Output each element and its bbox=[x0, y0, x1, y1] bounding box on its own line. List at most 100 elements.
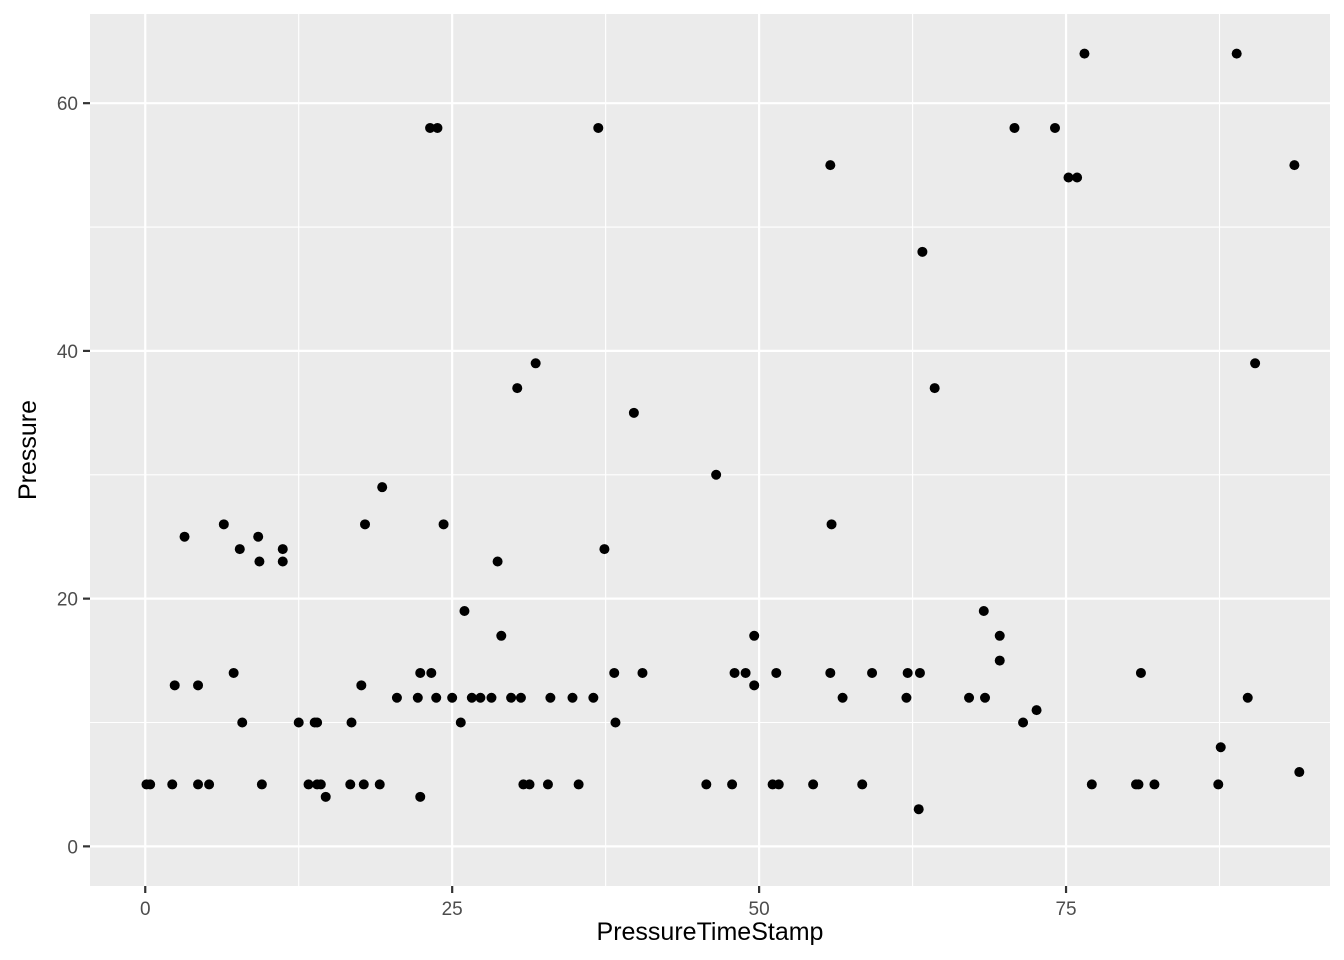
data-point bbox=[346, 717, 357, 728]
data-point bbox=[609, 667, 620, 678]
x-tick-label: 75 bbox=[1055, 899, 1076, 920]
data-point bbox=[293, 717, 304, 728]
data-point bbox=[1215, 742, 1226, 753]
x-tick-label: 50 bbox=[749, 899, 770, 920]
data-point bbox=[466, 692, 477, 703]
data-point bbox=[228, 667, 239, 678]
data-point bbox=[1018, 717, 1029, 728]
data-point bbox=[964, 692, 975, 703]
data-point bbox=[179, 531, 190, 542]
data-point bbox=[345, 779, 356, 790]
data-point bbox=[826, 519, 837, 530]
data-point bbox=[729, 667, 740, 678]
data-point bbox=[447, 692, 458, 703]
data-point bbox=[432, 122, 443, 133]
data-point bbox=[1049, 122, 1060, 133]
data-point bbox=[524, 779, 535, 790]
data-point bbox=[459, 606, 470, 617]
data-point bbox=[360, 519, 371, 530]
data-point bbox=[567, 692, 578, 703]
data-point bbox=[1231, 48, 1242, 59]
x-tick-label: 0 bbox=[140, 899, 151, 920]
data-point bbox=[980, 692, 991, 703]
data-point bbox=[256, 779, 267, 790]
data-point bbox=[515, 692, 526, 703]
data-point bbox=[277, 556, 288, 567]
data-point bbox=[415, 667, 426, 678]
data-point bbox=[808, 779, 819, 790]
data-point bbox=[994, 630, 1005, 641]
data-point bbox=[253, 531, 264, 542]
data-point bbox=[599, 544, 610, 555]
data-point bbox=[1072, 172, 1083, 183]
data-point bbox=[145, 779, 156, 790]
data-point bbox=[637, 667, 648, 678]
data-point bbox=[593, 122, 604, 133]
y-tick-label: 40 bbox=[57, 342, 78, 363]
data-point bbox=[1294, 767, 1305, 778]
data-point bbox=[475, 692, 486, 703]
data-point bbox=[740, 667, 751, 678]
data-point bbox=[711, 469, 722, 480]
data-point bbox=[506, 692, 517, 703]
data-point bbox=[391, 692, 402, 703]
data-point bbox=[425, 122, 436, 133]
data-point bbox=[917, 246, 928, 257]
data-point bbox=[1135, 667, 1146, 678]
data-point bbox=[415, 791, 426, 802]
data-point bbox=[438, 519, 449, 530]
data-point bbox=[573, 779, 584, 790]
data-point bbox=[901, 692, 912, 703]
data-point bbox=[167, 779, 178, 790]
data-point bbox=[1031, 705, 1042, 716]
data-point bbox=[312, 717, 323, 728]
data-point bbox=[929, 383, 940, 394]
data-point bbox=[1213, 779, 1224, 790]
data-point bbox=[994, 655, 1005, 666]
data-point bbox=[902, 667, 913, 678]
data-point bbox=[358, 779, 369, 790]
data-point bbox=[486, 692, 497, 703]
y-axis: 0 20 40 60 bbox=[57, 94, 90, 858]
plot-panel bbox=[90, 14, 1330, 886]
data-point bbox=[237, 717, 248, 728]
data-point bbox=[1086, 779, 1097, 790]
data-point bbox=[234, 544, 245, 555]
data-point bbox=[455, 717, 466, 728]
data-point bbox=[204, 779, 215, 790]
data-point bbox=[825, 160, 836, 171]
data-point bbox=[542, 779, 553, 790]
data-point bbox=[1289, 160, 1300, 171]
data-point bbox=[914, 667, 925, 678]
data-point bbox=[857, 779, 868, 790]
data-point bbox=[610, 717, 621, 728]
data-point bbox=[277, 544, 288, 555]
data-point bbox=[825, 667, 836, 678]
data-point bbox=[628, 407, 639, 418]
data-points bbox=[141, 48, 1305, 815]
major-gridlines bbox=[90, 14, 1330, 886]
data-point bbox=[218, 519, 229, 530]
data-point bbox=[512, 383, 523, 394]
data-point bbox=[374, 779, 385, 790]
y-tick-label: 20 bbox=[57, 590, 78, 611]
data-point bbox=[377, 482, 388, 493]
data-point bbox=[492, 556, 503, 567]
data-point bbox=[412, 692, 423, 703]
data-point bbox=[773, 779, 784, 790]
data-point bbox=[254, 556, 265, 567]
data-point bbox=[426, 667, 437, 678]
data-point bbox=[749, 630, 760, 641]
data-point bbox=[530, 358, 541, 369]
data-point bbox=[1250, 358, 1261, 369]
y-axis-title: Pressure bbox=[14, 400, 42, 500]
data-point bbox=[1009, 122, 1020, 133]
x-tick-label: 25 bbox=[442, 899, 463, 920]
data-point bbox=[701, 779, 712, 790]
data-point bbox=[588, 692, 599, 703]
data-point bbox=[749, 680, 760, 691]
data-point bbox=[727, 779, 738, 790]
data-point bbox=[913, 804, 924, 815]
data-point bbox=[496, 630, 507, 641]
